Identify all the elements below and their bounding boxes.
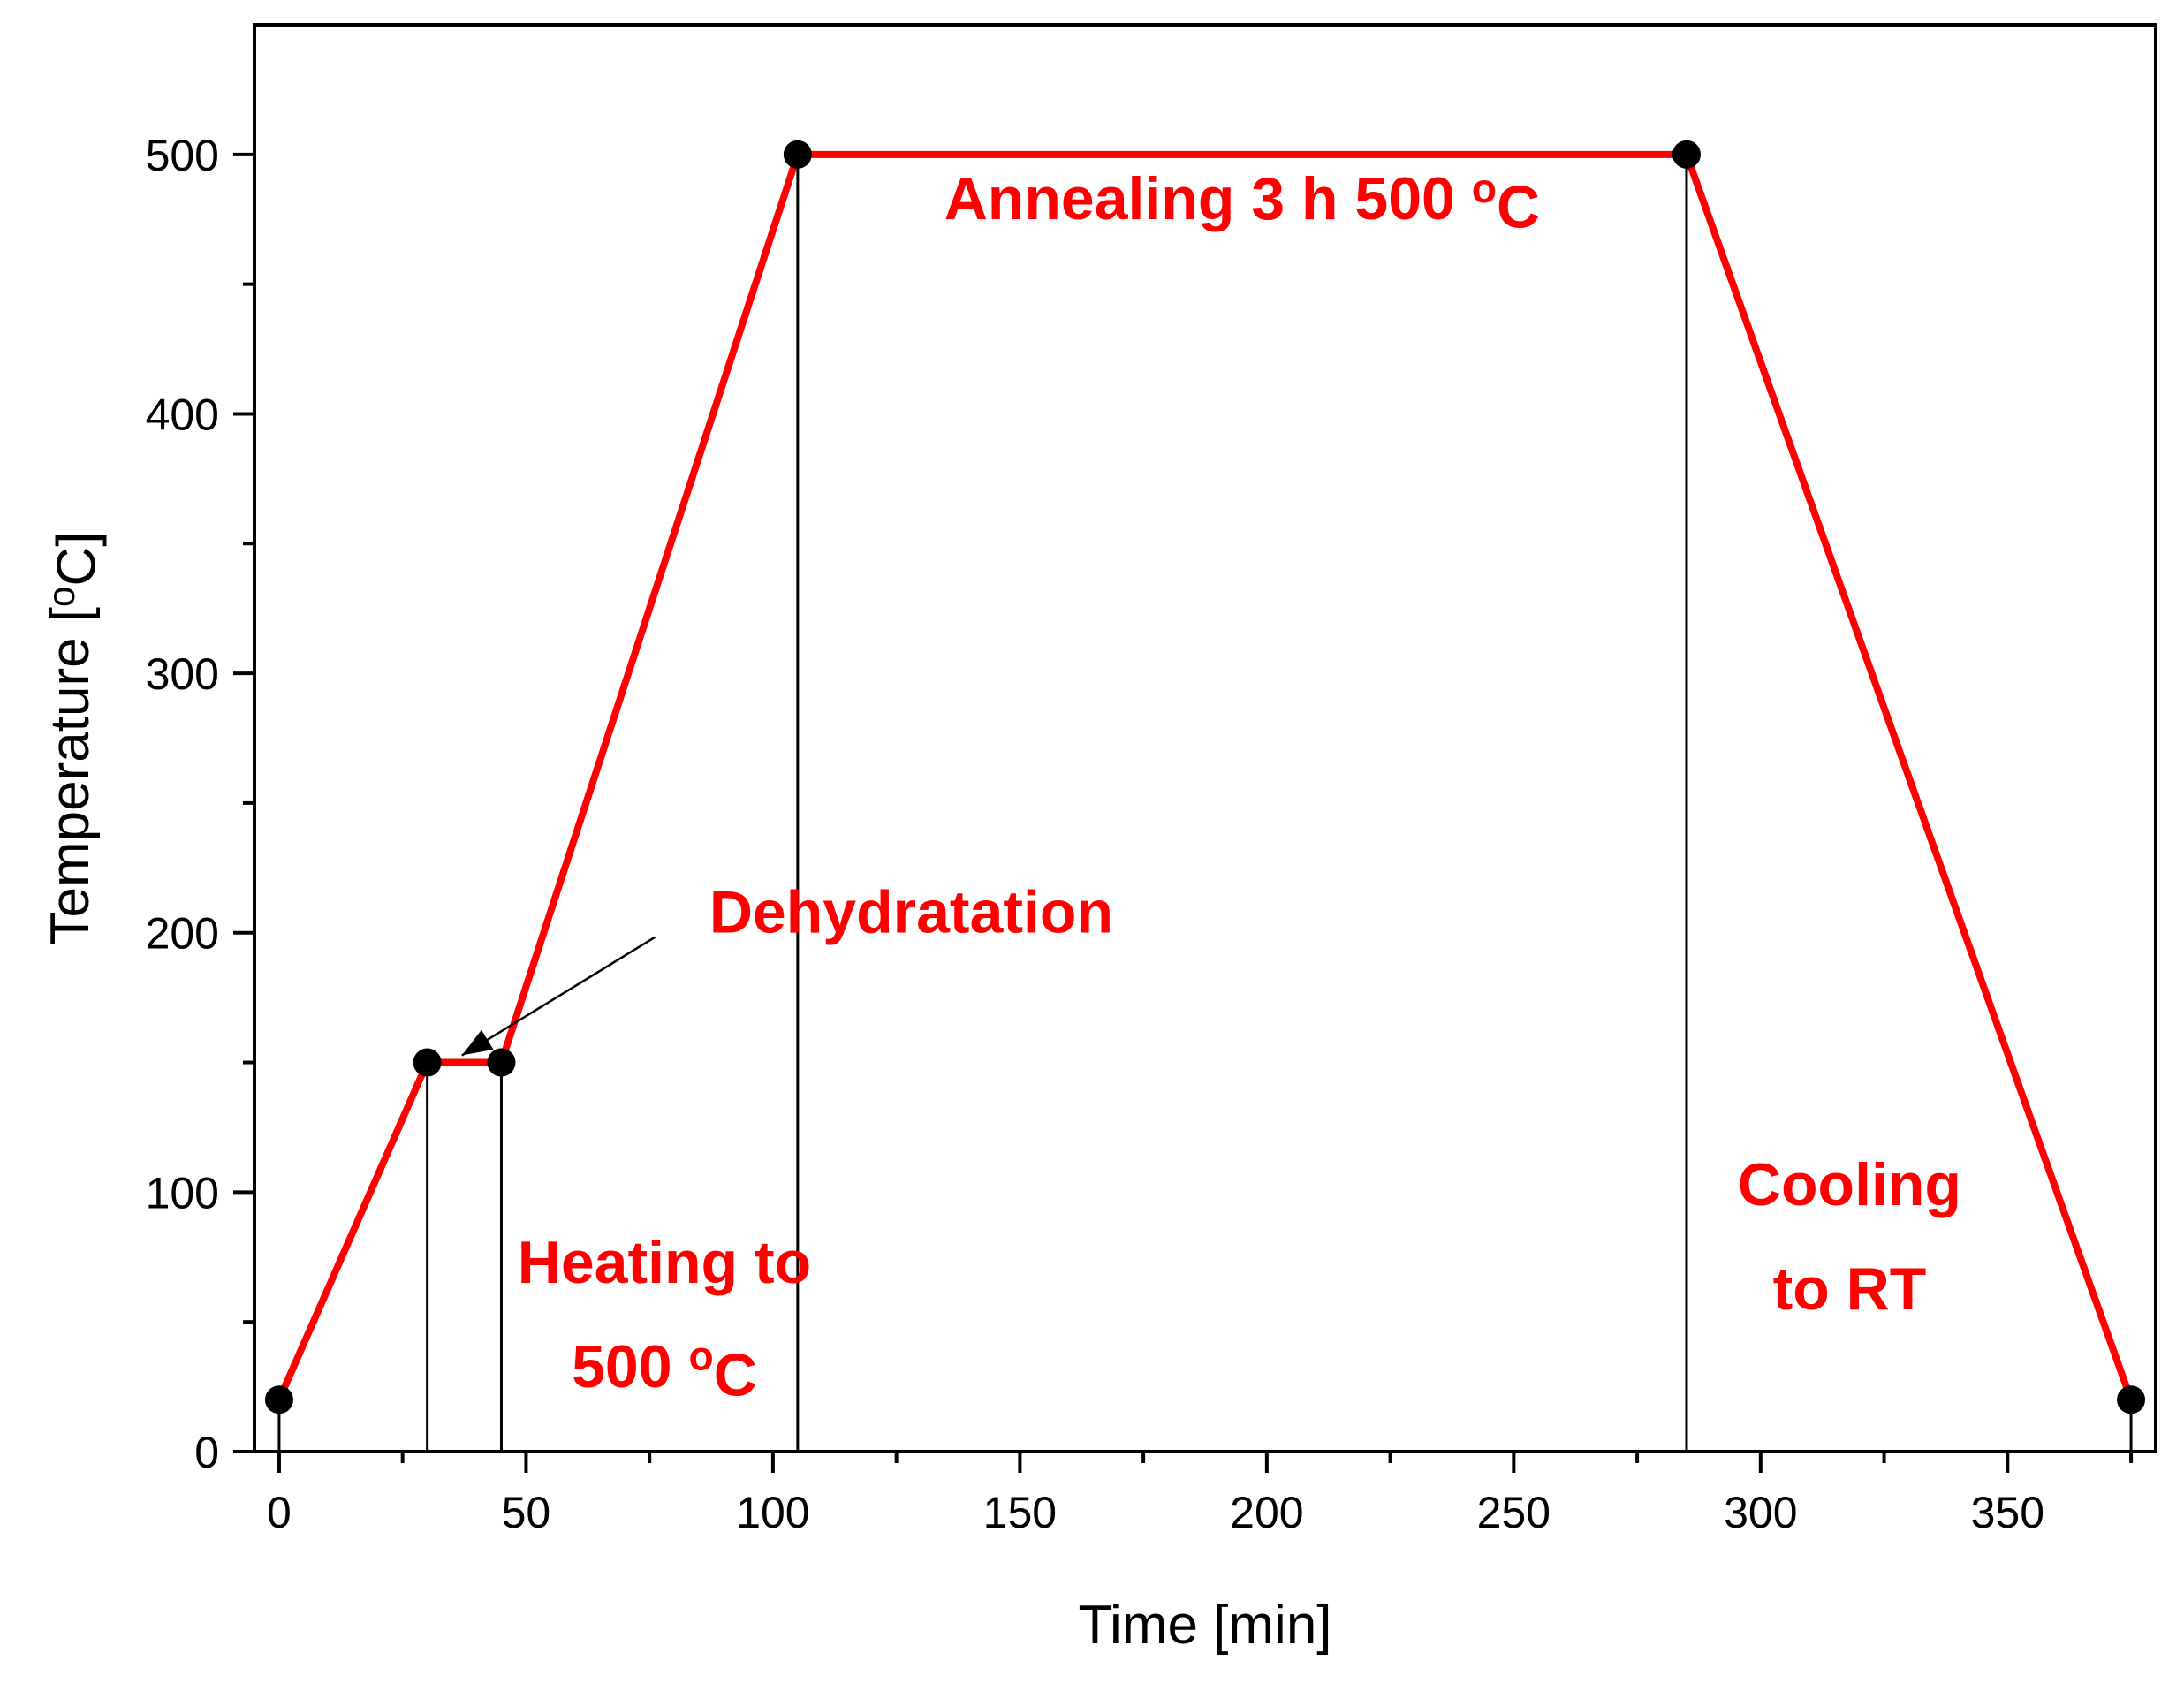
annotation-dehydratation-text: Dehydratation bbox=[709, 879, 1113, 946]
data-point bbox=[264, 1385, 293, 1415]
y-tick-label: 300 bbox=[146, 649, 219, 699]
annotation-cooling-text: to RT bbox=[1773, 1255, 1927, 1323]
x-tick-label: 300 bbox=[1724, 1488, 1797, 1537]
data-point bbox=[487, 1048, 516, 1077]
data-point bbox=[413, 1048, 442, 1077]
data-point bbox=[1672, 140, 1701, 169]
annotation-annealing-text: Annealing 3 h 500 oC bbox=[944, 165, 1540, 241]
plot-frame bbox=[253, 23, 2157, 1453]
x-tick-label: 350 bbox=[1971, 1488, 2044, 1537]
annotation-arrow-line bbox=[461, 936, 656, 1057]
series-line bbox=[276, 150, 2135, 1401]
annotation-arrow-head bbox=[461, 1029, 494, 1056]
y-tick-label: 200 bbox=[146, 909, 219, 959]
x-tick-label: 200 bbox=[1230, 1488, 1303, 1537]
x-tick-label: 150 bbox=[983, 1488, 1057, 1537]
data-series bbox=[264, 140, 2146, 1415]
x-axis-title: Time [min] bbox=[1078, 1595, 1331, 1656]
x-tick-label: 250 bbox=[1477, 1488, 1551, 1537]
annotation-heating-text: 500 oC bbox=[572, 1333, 757, 1409]
data-point bbox=[2117, 1385, 2146, 1415]
axes: 0 50 100 150 200 250 300 350 0 100 200 300 400 500 Tim… bbox=[40, 23, 2157, 1656]
y-tick-label: 0 bbox=[194, 1428, 219, 1477]
annotation-cooling-text: Cooling bbox=[1738, 1151, 1961, 1218]
x-tick-label: 50 bbox=[502, 1488, 551, 1537]
x-tick-label: 100 bbox=[736, 1488, 809, 1537]
annotations: Dehydratation Heating to 500 oC Annealing 3… bbox=[461, 165, 1961, 1409]
y-axis-title: Temperature [oC] bbox=[40, 532, 108, 945]
y-tick-label: 100 bbox=[146, 1168, 219, 1217]
x-tick-label: 0 bbox=[267, 1488, 292, 1537]
y-tick-label: 400 bbox=[146, 390, 219, 439]
annotation-heating-text: Heating to bbox=[518, 1229, 811, 1296]
y-tick-label: 500 bbox=[146, 131, 219, 180]
data-point bbox=[783, 140, 812, 169]
